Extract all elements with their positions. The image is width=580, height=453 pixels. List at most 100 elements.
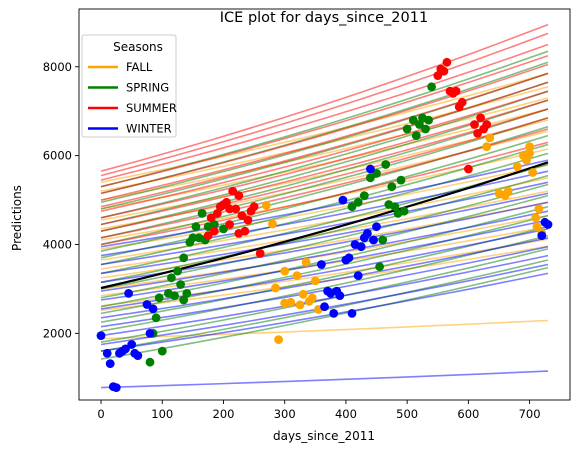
data-point-summer [442,57,452,67]
data-point-summer [203,231,213,241]
data-point-fall [534,204,544,214]
data-point-summer [470,120,479,129]
ice-line-spring [100,266,549,360]
data-point-summer [206,213,216,223]
x-tick-label: 300 [274,407,296,421]
data-point-spring [347,202,357,212]
data-point-summer [476,113,485,123]
data-point-winter [356,242,366,252]
data-point-summer [237,211,247,221]
chart-title: ICE plot for days_since_2011 [220,10,428,26]
data-point-summer [209,226,219,236]
data-point-fall [485,133,495,143]
data-point-winter [320,302,329,312]
data-point-winter [317,260,326,269]
data-point-fall [307,293,317,303]
data-point-fall [528,168,538,177]
ice-line-winter [100,192,549,275]
y-tick-label: 6000 [43,149,72,163]
y-tick-label: 2000 [43,326,72,340]
ice-line-summer [100,43,549,181]
data-point-spring [402,124,412,134]
data-point-spring [157,346,167,356]
data-point-spring [188,233,198,243]
data-point-spring [427,82,436,92]
ice-line-spring [100,143,549,259]
x-tick-label: 500 [396,407,418,421]
ice-line-winter [100,272,549,352]
data-point-spring [421,124,430,134]
data-point-fall [525,149,534,158]
data-point-spring [366,173,375,183]
ice-line-summer [100,141,549,246]
data-point-winter [121,344,130,354]
data-point-spring [411,131,421,141]
data-point-spring [170,291,179,300]
x-tick-label: 400 [335,407,357,421]
ice-line-summer [100,72,549,201]
ice-line-spring [100,174,549,284]
data-point-spring [415,120,424,129]
y-axis-label: Predictions [10,185,24,251]
data-point-summer [482,120,492,129]
data-point-spring [399,206,409,216]
ice-line-summer [100,117,549,232]
data-point-winter [335,291,345,300]
data-point-winter [111,383,121,392]
data-point-fall [261,201,271,210]
data-point-spring [154,293,164,303]
x-axis-ticks: 0 100 200 300 400 500 600 700 [97,400,541,421]
data-point-fall [295,300,305,310]
data-point-spring [191,222,201,232]
data-point-spring [197,209,207,218]
legend-label-spring: SPRING [126,81,169,95]
data-point-winter [102,348,112,358]
data-point-spring [145,357,155,367]
data-point-spring [209,220,219,229]
data-point-fall [525,142,534,152]
data-point-fall [292,271,302,280]
data-point-winter [344,253,354,263]
legend-label-fall: FALL [126,60,153,74]
data-point-spring [176,280,186,289]
data-point-spring [219,224,228,234]
y-tick-label: 8000 [43,60,72,74]
data-point-winter [145,329,155,338]
data-point-summer [228,186,238,196]
data-point-winter [127,340,137,349]
data-point-winter [142,300,152,309]
x-tick-label: 200 [213,407,235,421]
data-point-winter [96,331,106,340]
y-tick-label: 4000 [43,237,72,251]
data-point-spring [424,115,433,125]
ice-line-summer [100,63,549,195]
ice-line-summer [100,108,549,226]
data-point-summer [439,66,449,76]
data-point-summer [234,229,244,238]
legend-box [81,34,177,138]
ice-line-fall [100,97,549,201]
data-point-fall [522,155,531,165]
data-point-summer [249,202,259,212]
x-tick-label: 700 [519,407,541,421]
ice-line-fall [100,163,549,250]
data-point-summer [457,97,467,107]
data-point-winter [148,304,158,314]
x-tick-label: 600 [457,407,479,421]
data-point-summer [225,220,235,229]
data-point-summer [433,71,443,80]
data-point-fall [310,276,320,286]
ice-line-spring [100,90,549,219]
ice-line-summer [100,90,549,212]
data-point-winter [366,164,375,174]
data-point-fall [532,222,542,232]
data-point-spring [387,182,397,192]
data-point-spring [182,289,192,298]
ice-lines [100,23,549,389]
ice-line-winter [100,254,549,337]
legend-label-winter: WINTER [126,122,172,136]
data-point-spring [167,273,176,283]
data-point-winter [543,220,553,229]
data-points [96,57,553,392]
